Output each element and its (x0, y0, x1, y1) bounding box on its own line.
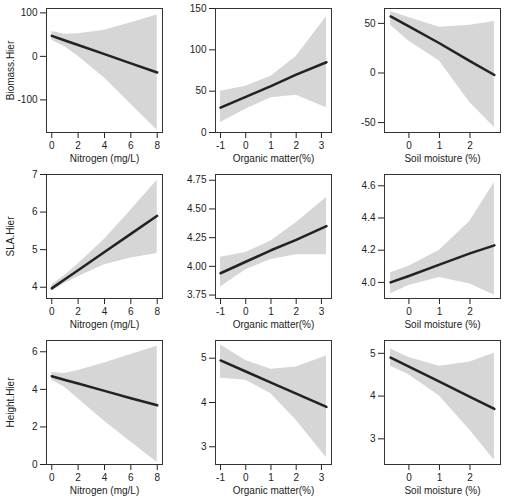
svg-text:50: 50 (195, 85, 207, 96)
svg-text:6: 6 (32, 206, 38, 217)
svg-text:6: 6 (128, 472, 134, 483)
svg-text:SLA.Hier: SLA.Hier (5, 216, 16, 257)
svg-text:100: 100 (190, 44, 207, 55)
svg-text:2: 2 (75, 140, 81, 151)
svg-text:Nitrogen (mg/L): Nitrogen (mg/L) (70, 153, 139, 164)
svg-text:4: 4 (102, 472, 108, 483)
svg-text:1: 1 (268, 306, 274, 317)
svg-text:0: 0 (243, 306, 249, 317)
svg-text:3: 3 (370, 433, 376, 444)
svg-text:-1: -1 (216, 140, 225, 151)
svg-text:0: 0 (243, 472, 249, 483)
svg-text:4: 4 (370, 390, 376, 401)
svg-text:4: 4 (32, 384, 38, 395)
svg-text:4.75: 4.75 (187, 174, 207, 185)
svg-text:6: 6 (128, 140, 134, 151)
svg-text:6: 6 (128, 306, 134, 317)
svg-text:5: 5 (201, 352, 207, 363)
svg-text:8: 8 (154, 306, 160, 317)
svg-text:2: 2 (32, 421, 38, 432)
svg-text:Biomass.Hier: Biomass.Hier (5, 40, 16, 100)
svg-text:2: 2 (293, 306, 299, 317)
svg-text:Organic matter(%): Organic matter(%) (233, 319, 315, 330)
svg-text:-1: -1 (216, 306, 225, 317)
svg-text:Soil moisture (%): Soil moisture (%) (404, 319, 480, 330)
svg-text:0: 0 (243, 140, 249, 151)
svg-text:0: 0 (406, 472, 412, 483)
svg-text:1: 1 (437, 140, 443, 151)
svg-text:5: 5 (32, 244, 38, 255)
svg-text:2: 2 (75, 306, 81, 317)
svg-text:4.50: 4.50 (187, 203, 207, 214)
svg-text:Height.Hier: Height.Hier (5, 377, 16, 428)
svg-text:Organic matter(%): Organic matter(%) (233, 485, 315, 496)
svg-text:100: 100 (21, 7, 38, 18)
svg-text:Soil moisture (%): Soil moisture (%) (404, 485, 480, 496)
svg-text:0: 0 (406, 140, 412, 151)
svg-text:4: 4 (201, 397, 207, 408)
svg-text:4.00: 4.00 (187, 261, 207, 272)
svg-text:3: 3 (201, 441, 207, 452)
svg-text:Soil moisture (%): Soil moisture (%) (404, 153, 480, 164)
svg-text:Organic matter(%): Organic matter(%) (233, 153, 315, 164)
svg-text:4.6: 4.6 (362, 180, 376, 191)
svg-text:3.75: 3.75 (187, 289, 207, 300)
svg-text:2: 2 (293, 472, 299, 483)
svg-text:-100: -100 (17, 94, 37, 105)
svg-text:Nitrogen (mg/L): Nitrogen (mg/L) (70, 485, 139, 496)
svg-text:4: 4 (102, 140, 108, 151)
svg-text:0: 0 (49, 140, 55, 151)
svg-text:1: 1 (437, 306, 443, 317)
svg-text:2: 2 (75, 472, 81, 483)
svg-text:4.2: 4.2 (362, 244, 376, 255)
svg-text:3: 3 (319, 140, 325, 151)
svg-text:0: 0 (32, 459, 38, 470)
svg-text:0: 0 (49, 306, 55, 317)
svg-text:2: 2 (467, 140, 473, 151)
svg-text:7: 7 (32, 169, 38, 180)
svg-text:6: 6 (32, 346, 38, 357)
svg-text:-1: -1 (216, 472, 225, 483)
svg-text:1: 1 (268, 472, 274, 483)
svg-text:3: 3 (319, 472, 325, 483)
svg-text:-50: -50 (361, 117, 376, 128)
svg-text:4: 4 (32, 281, 38, 292)
svg-text:4.0: 4.0 (362, 277, 376, 288)
svg-text:5: 5 (370, 348, 376, 359)
svg-text:0: 0 (370, 67, 376, 78)
svg-text:0: 0 (32, 51, 38, 62)
svg-text:Nitrogen (mg/L): Nitrogen (mg/L) (70, 319, 139, 330)
svg-text:0: 0 (49, 472, 55, 483)
svg-text:0: 0 (201, 127, 207, 138)
svg-text:150: 150 (190, 3, 207, 14)
svg-text:8: 8 (154, 140, 160, 151)
svg-text:4: 4 (102, 306, 108, 317)
svg-text:8: 8 (154, 472, 160, 483)
svg-text:1: 1 (437, 472, 443, 483)
svg-text:3: 3 (319, 306, 325, 317)
svg-text:0: 0 (406, 306, 412, 317)
svg-text:2: 2 (467, 472, 473, 483)
svg-text:1: 1 (268, 140, 274, 151)
svg-text:50: 50 (364, 18, 376, 29)
svg-text:2: 2 (467, 306, 473, 317)
svg-text:4.25: 4.25 (187, 232, 207, 243)
svg-text:2: 2 (293, 140, 299, 151)
svg-text:4.4: 4.4 (362, 212, 376, 223)
